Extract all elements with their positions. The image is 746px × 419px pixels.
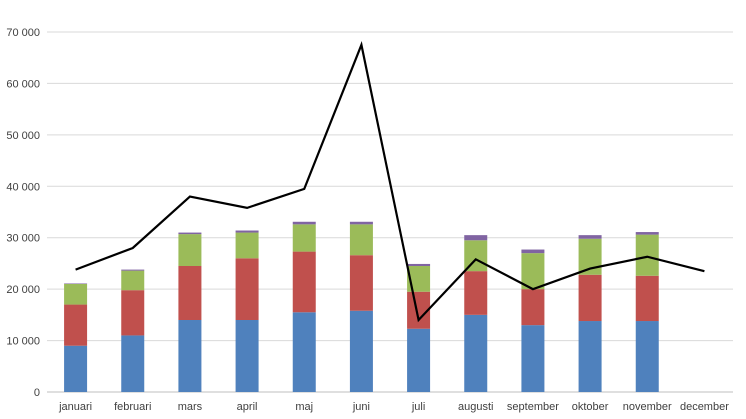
bar-segment-3	[521, 253, 545, 290]
y-axis: 0 10 000 20 000 30 000 40 000 50 000 60 000 70 …	[6, 27, 40, 399]
bar-segment-3	[64, 284, 88, 305]
bar-segment-2	[407, 291, 431, 329]
x-tick-label: februari	[114, 401, 151, 413]
bar-segment-4	[578, 235, 602, 239]
bar-segment-2	[121, 290, 145, 336]
x-tick-label: mars	[178, 401, 203, 413]
bar-segment-3	[292, 224, 316, 252]
x-tick-label: januari	[58, 401, 92, 413]
y-tick-label: 20 000	[6, 284, 40, 296]
y-tick-label: 50 000	[6, 130, 40, 142]
bar-segment-1	[235, 320, 259, 392]
y-tick-label: 40 000	[6, 181, 40, 193]
bar-segment-1	[292, 312, 316, 392]
bar-segment-3	[235, 232, 259, 259]
bar-segment-2	[635, 275, 659, 322]
bar-segment-4	[235, 230, 259, 233]
bar-segment-4	[178, 232, 202, 235]
line-series	[75, 41, 705, 323]
bar-segment-1	[64, 345, 88, 392]
bar-segment-3	[178, 234, 202, 266]
y-tick-label: 70 000	[6, 27, 40, 39]
bar-segment-4	[521, 249, 545, 254]
bar-segment-2	[64, 304, 88, 346]
x-tick-label: juni	[352, 401, 370, 413]
bar-segment-3	[578, 238, 602, 275]
bar-segment-4	[64, 283, 88, 284]
bar-series	[64, 221, 659, 392]
bar-segment-4	[635, 232, 659, 235]
y-tick-label: 30 000	[6, 233, 40, 245]
bar-segment-1	[349, 310, 373, 392]
bar-segment-1	[578, 321, 602, 392]
y-tick-label: 60 000	[6, 78, 40, 90]
bar-segment-4	[407, 263, 431, 266]
x-tick-label: september	[507, 401, 559, 413]
x-tick-label: november	[623, 401, 672, 413]
bar-segment-4	[349, 221, 373, 225]
bar-segment-3	[407, 266, 431, 292]
total-line	[75, 41, 705, 323]
x-tick-label: augusti	[458, 401, 493, 413]
bar-segment-1	[521, 325, 545, 392]
bar-segment-3	[121, 270, 145, 291]
x-tick-label: juli	[411, 401, 425, 413]
bar-segment-3	[635, 234, 659, 276]
bar-segment-2	[578, 274, 602, 322]
bar-segment-4	[292, 221, 316, 225]
x-tick-label: maj	[295, 401, 313, 413]
bar-segment-2	[292, 251, 316, 313]
bar-segment-2	[178, 266, 202, 320]
bar-segment-4	[464, 235, 488, 241]
gridlines	[47, 31, 733, 393]
bar-segment-2	[464, 271, 488, 315]
bar-segment-3	[349, 224, 373, 256]
x-tick-label: december	[680, 401, 729, 413]
bar-segment-4	[121, 269, 145, 271]
bar-segment-2	[235, 258, 259, 320]
bar-segment-2	[521, 289, 545, 326]
bar-segment-1	[635, 321, 659, 392]
y-tick-label: 10 000	[6, 336, 40, 348]
bar-segment-1	[407, 328, 431, 392]
bar-segment-2	[349, 255, 373, 311]
bar-segment-1	[178, 320, 202, 392]
x-tick-label: april	[237, 401, 258, 413]
x-axis: januari februari mars april maj juni juli augus…	[58, 401, 729, 413]
bar-segment-1	[121, 335, 145, 392]
x-tick-label: oktober	[572, 401, 609, 413]
bar-segment-1	[464, 314, 488, 392]
y-tick-label: 0	[34, 387, 40, 399]
